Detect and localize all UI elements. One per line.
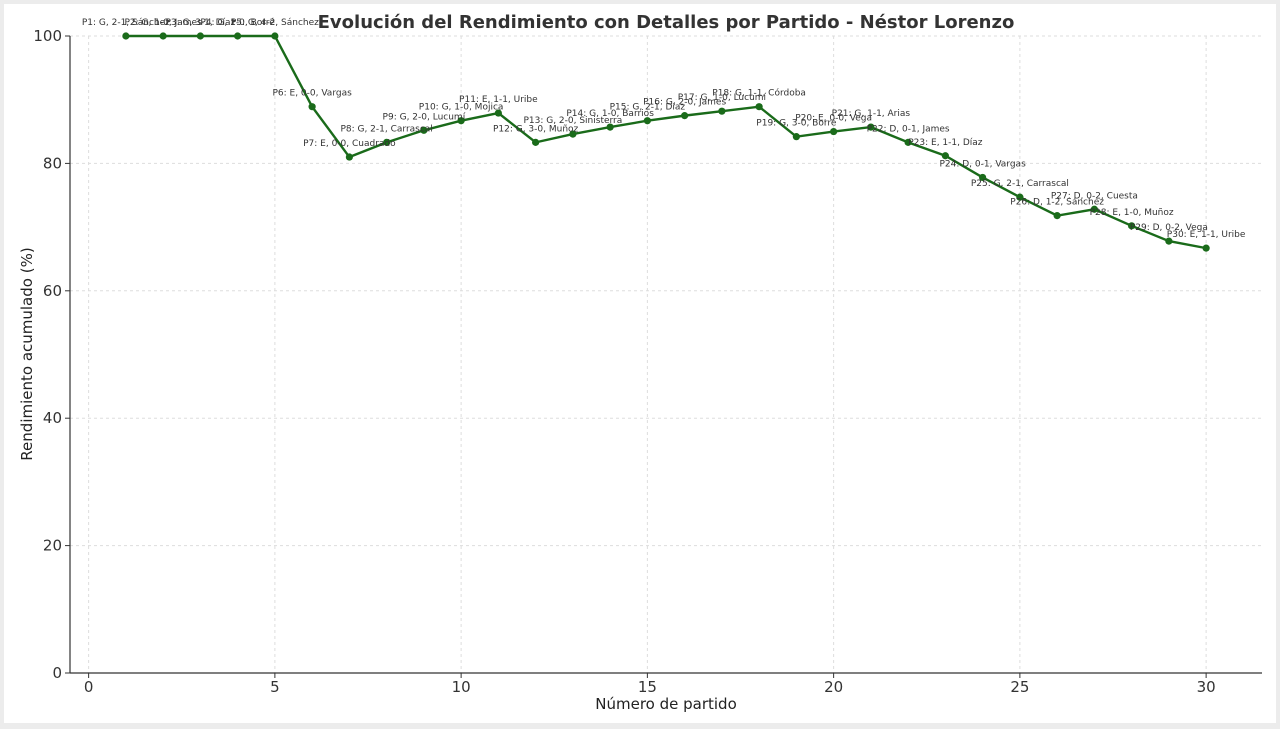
data-point [234,32,242,40]
y-tick-label: 60 [43,282,62,300]
point-annotation: P18: G, 1-1, Córdoba [712,88,806,99]
y-tick-label: 40 [43,409,62,427]
data-point [196,32,204,40]
data-point [271,32,279,40]
data-point [1165,237,1173,245]
point-annotation: P1: G, 2-1, Sánchez [82,18,170,28]
data-point [718,107,726,115]
data-point [1090,205,1098,213]
point-annotation: P21: G, 1-1, Arias [832,109,911,119]
y-tick-label: 20 [43,537,62,555]
y-ticks: 0 20 40 60 80 100 [33,27,70,682]
data-point [494,109,502,117]
point-annotation: P3: G, 3-1, Díaz [165,18,235,28]
data-point [457,117,465,125]
data-points [122,32,1210,252]
data-point [681,112,689,120]
point-annotation: P16: G, 2-0, James [643,98,726,108]
data-point [606,123,614,131]
point-annotation: P22: D, 0-1, James [867,124,950,134]
x-tick-label: 30 [1197,678,1216,696]
data-point [643,117,651,125]
data-point [1053,212,1061,220]
y-tick-label: 100 [33,27,62,45]
point-annotation: P2: G, 1-0, James [124,18,202,28]
point-annotation: P27: D, 0-2, Cuesta [1051,191,1138,201]
data-point [830,127,838,136]
data-point [159,32,167,40]
data-point [1016,193,1024,201]
x-tick-label: 5 [270,678,280,696]
x-ticks: 0 5 10 15 20 25 30 [84,673,1216,696]
x-tick-label: 25 [1010,678,1029,696]
y-tick-label: 0 [52,664,62,682]
data-point [569,130,577,138]
data-point [904,138,912,146]
point-annotation: P19: G, 3-0, Borré [756,118,837,129]
point-annotation: P17: G, 1-0, Lucumí [678,93,767,103]
point-annotation: P26: D, 1-2, Sánchez [1010,198,1104,208]
point-annotation: P20: E, 0-0, Vega [795,114,872,124]
x-tick-label: 15 [638,678,657,696]
data-point [979,173,987,182]
figure-canvas [4,4,1276,723]
point-annotation: P10: G, 1-0, Mojica [419,103,504,113]
point-annotation: P24: D, 0-1, Vargas [939,159,1026,169]
point-annotation: P28: E, 1-0, Muñoz [1090,208,1174,218]
point-annotation: P14: G, 1-0, Barrios [566,109,654,119]
data-point [122,32,130,40]
point-annotation: P30: E, 1-1, Uribe [1167,230,1246,240]
data-point [383,138,391,146]
grid [70,35,1262,674]
y-tick-label: 80 [43,154,62,172]
point-annotation: P4: G, 1-0, Borré [200,17,275,28]
x-axis-label: Número de partido [595,695,737,713]
point-annotation: P13: G, 2-0, Sinisterra [523,116,622,126]
data-point [345,153,353,161]
point-annotation: P29: D, 0-2, Vega [1130,223,1208,233]
data-point [792,133,800,141]
point-annotation: P6: E, 0-0, Vargas [272,89,352,99]
point-annotation: P7: E, 0-0, Cuadrado [303,139,396,149]
data-point [941,152,949,160]
point-annotation: P15: G, 2-1, Díaz [610,103,686,113]
data-point [867,123,875,131]
chart-title: Evolución del Rendimiento con Detalles p… [318,12,1015,33]
point-annotation: P8: G, 2-1, Carrascal [340,124,432,134]
point-annotation: P23: E, 1-1, Díaz [908,138,983,148]
data-point [755,103,763,111]
series-line [125,34,1207,250]
data-point [532,138,540,146]
data-point [1128,222,1136,230]
data-point [1202,244,1210,252]
x-tick-label: 0 [84,678,94,696]
data-point [308,103,316,111]
point-annotation: P5: G, 4-2, Sánchez [231,18,319,28]
axes [69,36,1262,674]
point-annotation: P12: G, 3-0, Muñoz [493,124,579,134]
data-point [420,126,428,134]
point-annotation: P11: E, 1-1, Uribe [459,95,538,105]
y-axis-label: Rendimiento acumulado (%) [18,247,36,460]
point-annotation: P25: G, 2-1, Carrascal [971,179,1069,189]
point-annotation: P9: G, 2-0, Lucumí [383,112,466,122]
x-tick-label: 20 [824,678,843,696]
x-tick-label: 10 [452,678,471,696]
